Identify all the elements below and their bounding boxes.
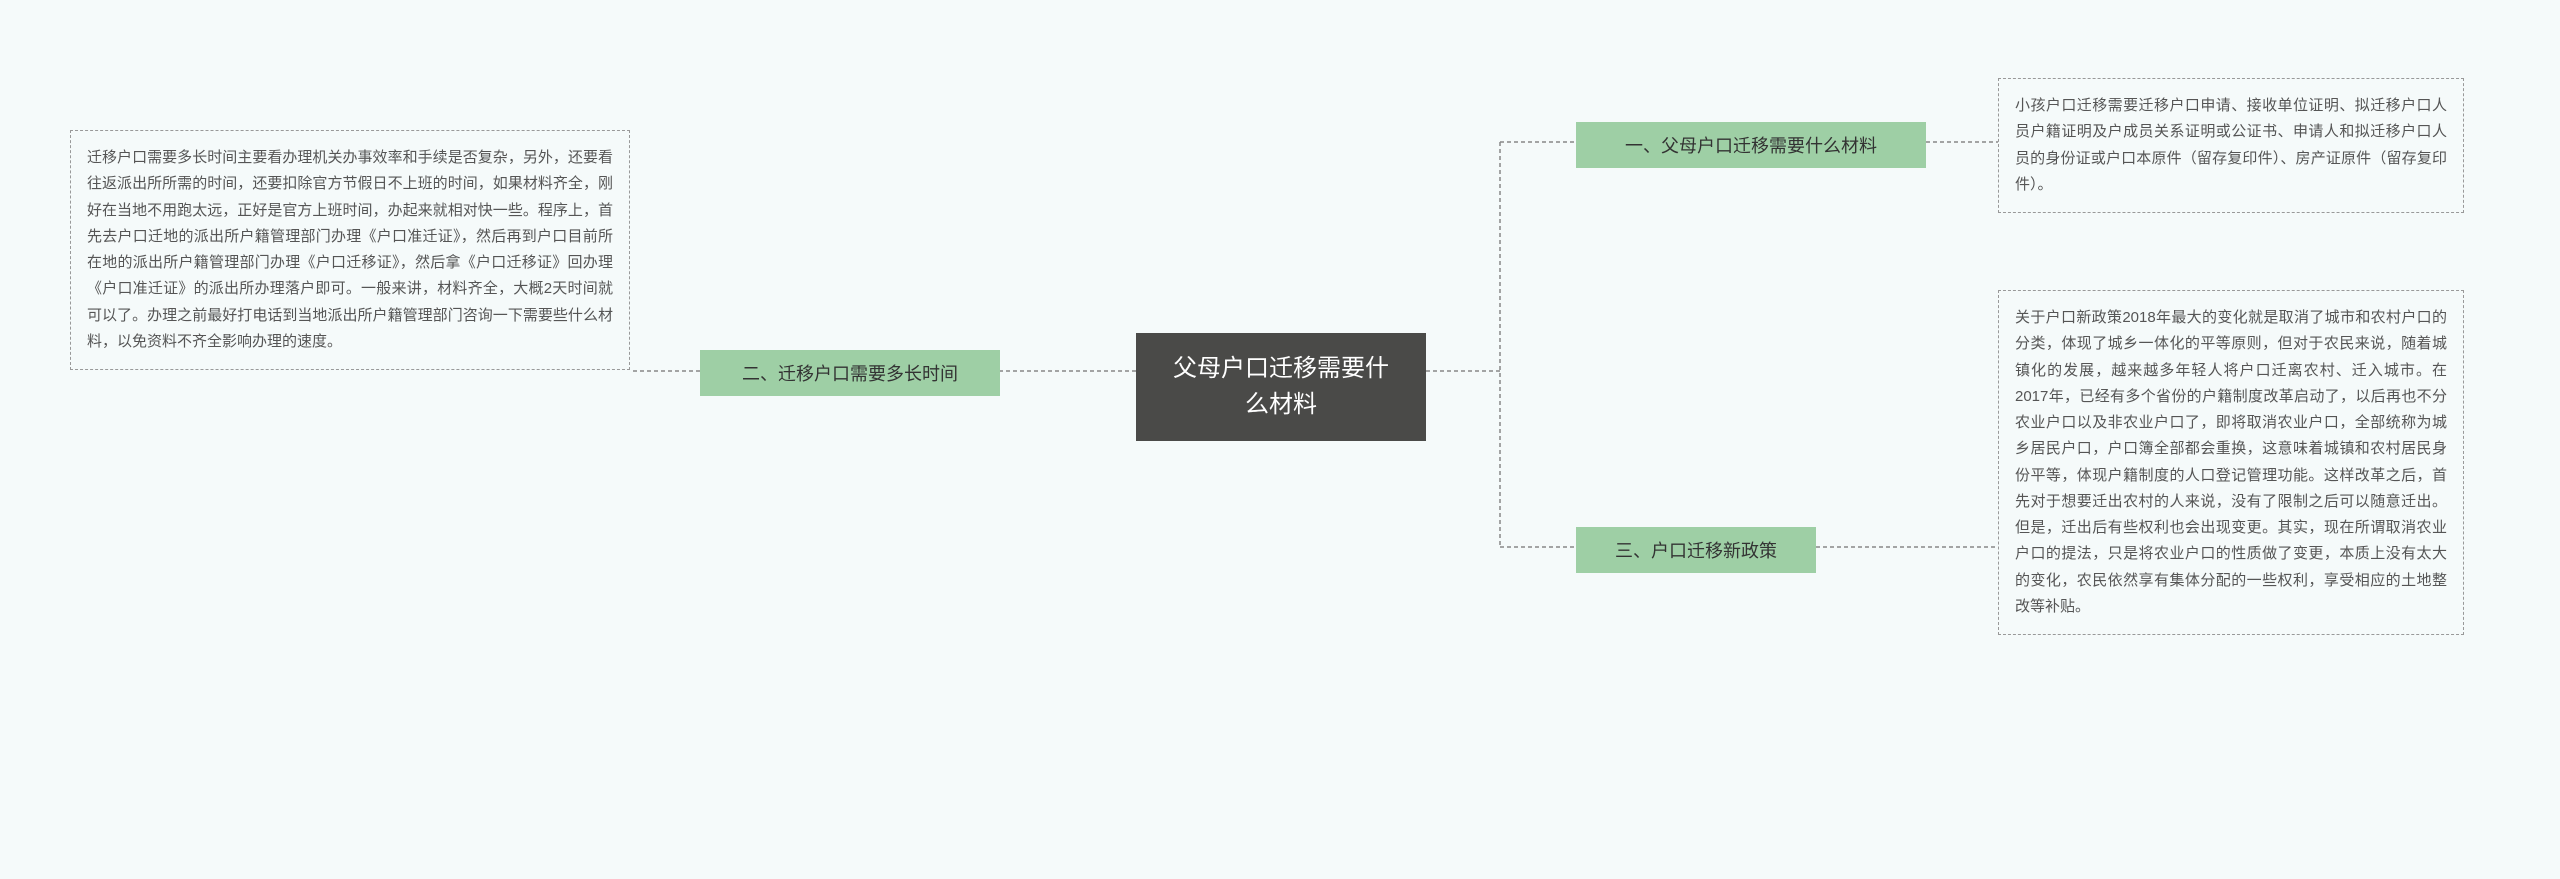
detail-node-right-2: 关于户口新政策2018年最大的变化就是取消了城市和农村户口的分类，体现了城乡一体…: [1998, 290, 2464, 635]
branch-node-left: 二、迁移户口需要多长时间: [700, 350, 1000, 396]
detail-node-left: 迁移户口需要多长时间主要看办理机关办事效率和手续是否复杂，另外，还要看往返派出所…: [70, 130, 630, 370]
branch-node-right-2: 三、户口迁移新政策: [1576, 527, 1816, 573]
branch-node-right-1: 一、父母户口迁移需要什么材料: [1576, 122, 1926, 168]
center-node: 父母户口迁移需要什么材料: [1136, 333, 1426, 441]
mindmap-container: 父母户口迁移需要什么材料 二、迁移户口需要多长时间 迁移户口需要多长时间主要看办…: [0, 0, 2560, 879]
detail-node-right-1: 小孩户口迁移需要迁移户口申请、接收单位证明、拟迁移户口人员户籍证明及户成员关系证…: [1998, 78, 2464, 213]
